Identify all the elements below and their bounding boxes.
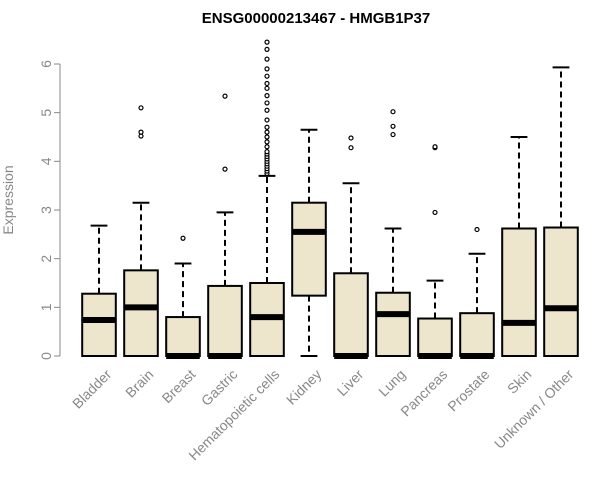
box-skin bbox=[501, 136, 537, 357]
y-tick-label: 2 bbox=[38, 255, 54, 263]
y-tick-label: 4 bbox=[38, 157, 54, 165]
box-body bbox=[123, 269, 159, 358]
outlier-point bbox=[474, 226, 480, 233]
box-hematopoietic-cells bbox=[249, 39, 285, 357]
box-liver bbox=[333, 135, 369, 359]
outlier-point bbox=[264, 66, 270, 72]
box-pancreas bbox=[417, 144, 453, 359]
outlier-point bbox=[264, 56, 270, 62]
box-breast bbox=[165, 235, 201, 359]
box-kidney bbox=[291, 128, 327, 357]
box-body bbox=[543, 226, 579, 357]
outlier-point bbox=[138, 129, 144, 135]
box-body bbox=[459, 312, 495, 358]
x-tick-label: Brain bbox=[122, 366, 156, 400]
outlier-point bbox=[222, 166, 228, 172]
y-tick-label: 3 bbox=[38, 206, 54, 214]
x-tick-label: Prostate bbox=[444, 366, 492, 414]
box-body bbox=[207, 284, 243, 358]
outlier-point bbox=[264, 39, 270, 45]
outlier-point bbox=[264, 73, 270, 79]
outlier-point bbox=[264, 85, 270, 91]
chart-title: ENSG00000213467 - HMGB1P37 bbox=[202, 10, 430, 27]
outlier-point bbox=[264, 124, 270, 130]
y-axis-label: Expression bbox=[0, 165, 16, 234]
outlier-point bbox=[264, 139, 270, 145]
box-body bbox=[333, 272, 369, 357]
y-axis: 0 1 2 3 4 5 6 bbox=[38, 60, 61, 360]
box-body bbox=[291, 201, 327, 297]
outlier-point bbox=[264, 107, 270, 113]
box-prostate bbox=[459, 226, 495, 359]
outlier-point bbox=[264, 144, 270, 150]
y-tick-label: 6 bbox=[38, 60, 54, 68]
outlier-point bbox=[432, 209, 438, 216]
box-body bbox=[501, 227, 537, 357]
box-gastric bbox=[207, 93, 243, 359]
outlier-point bbox=[138, 105, 144, 111]
x-tick-label: Breast bbox=[159, 366, 199, 406]
y-tick-label: 5 bbox=[38, 109, 54, 117]
outlier-point bbox=[264, 149, 270, 155]
box-body bbox=[375, 291, 411, 358]
x-tick-label: Skin bbox=[504, 366, 535, 397]
outlier-point bbox=[264, 100, 270, 106]
outlier-point bbox=[264, 129, 270, 135]
outlier-point bbox=[348, 135, 354, 141]
outlier-point bbox=[264, 46, 270, 53]
box-body bbox=[81, 292, 117, 357]
outlier-point bbox=[348, 145, 354, 151]
y-tick-label: 1 bbox=[38, 303, 54, 311]
box-lung bbox=[375, 109, 411, 358]
box-body bbox=[165, 316, 201, 358]
x-tick-label: Bladder bbox=[69, 366, 115, 412]
outlier-point bbox=[264, 134, 270, 140]
x-tick-label: Lung bbox=[375, 366, 408, 399]
x-tick-label: Liver bbox=[334, 366, 367, 399]
outlier-point bbox=[222, 93, 228, 99]
outlier-point bbox=[390, 109, 396, 115]
outlier-point bbox=[180, 235, 186, 241]
outlier-point bbox=[390, 123, 396, 129]
x-tick-label: Pancreas bbox=[397, 366, 450, 419]
box-unknown-other bbox=[543, 66, 579, 357]
outlier-point bbox=[390, 131, 396, 138]
box-bladder bbox=[81, 224, 117, 357]
outlier-point bbox=[264, 93, 270, 99]
box-series bbox=[81, 39, 579, 359]
outlier-point bbox=[264, 80, 270, 87]
box-brain bbox=[123, 105, 159, 358]
outlier-point bbox=[432, 144, 438, 150]
y-tick-label: 0 bbox=[38, 352, 54, 360]
x-tick-label: Unknown / Other bbox=[491, 366, 577, 452]
x-tick-label: Kidney bbox=[283, 366, 325, 408]
box-body bbox=[417, 317, 453, 358]
outlier-point bbox=[264, 117, 270, 123]
